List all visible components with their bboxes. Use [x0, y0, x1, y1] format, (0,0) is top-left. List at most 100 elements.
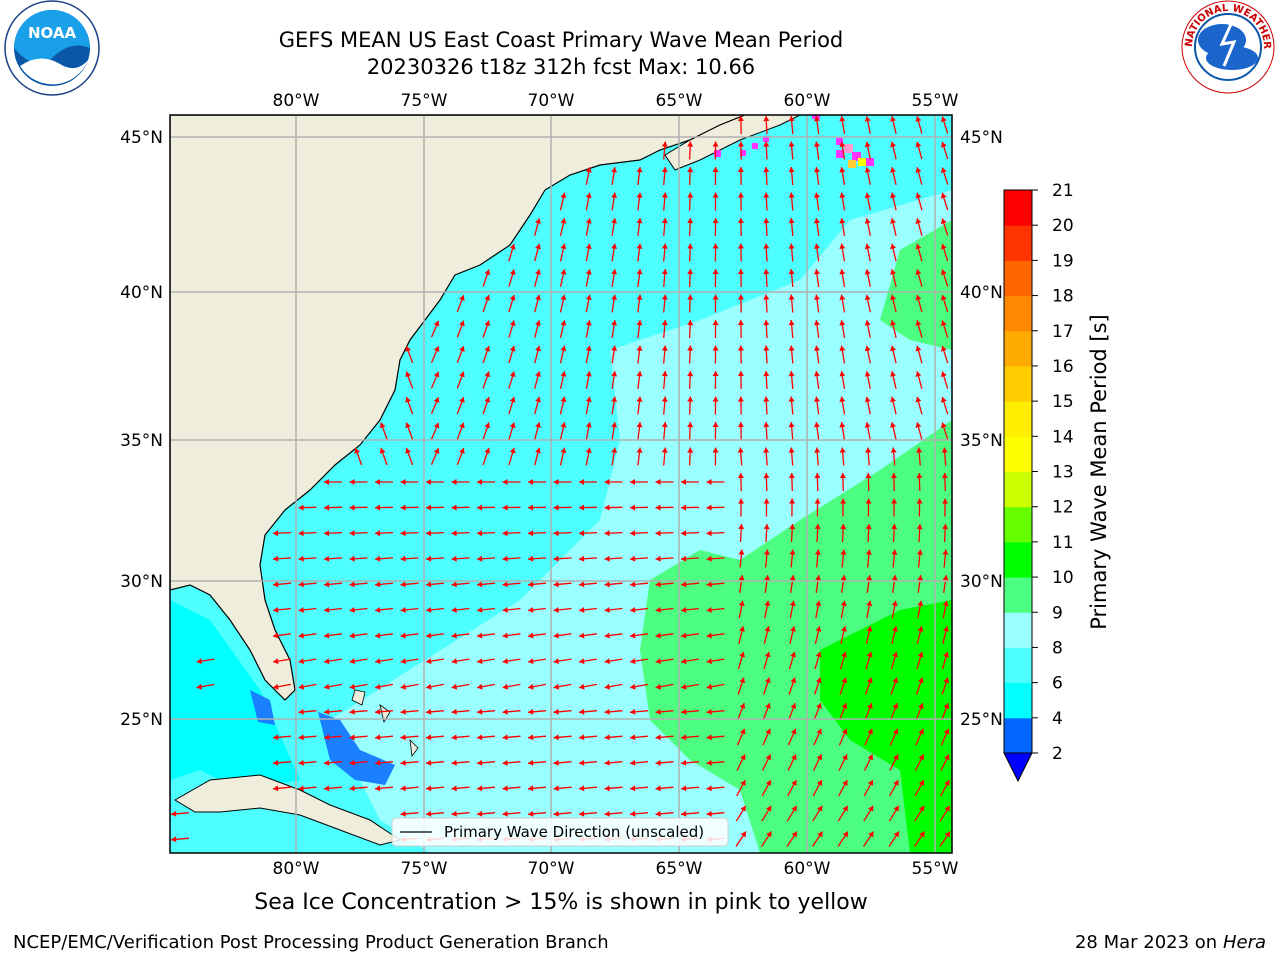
wave-arrow-head: [630, 581, 636, 588]
wave-arrow-head: [765, 728, 771, 735]
wave-arrow-head: [324, 479, 329, 485]
wave-arrow-head: [737, 473, 744, 479]
wave-arrow-head: [915, 345, 922, 352]
wave-arrow-head: [814, 345, 820, 351]
wave-arrow-head: [740, 831, 746, 838]
wave-arrow-head: [298, 734, 304, 741]
wave-arrow-head: [864, 269, 871, 275]
wave-arrow-head: [636, 422, 643, 428]
wave-arrow-head: [560, 447, 567, 454]
wave-arrow-head: [375, 479, 380, 485]
wave-arrow-head: [661, 447, 668, 453]
lon-labels-bottom: 80°W 75°W 70°W 65°W 60°W 55°W: [273, 859, 959, 879]
land-bahamas-3: [409, 738, 419, 758]
wave-arrow-head: [706, 555, 712, 562]
wave-arrow-head: [763, 498, 770, 504]
wave-arrow-head: [788, 116, 795, 122]
wave-arrow-head: [738, 524, 745, 530]
colorbar-segment: [1004, 471, 1032, 508]
wave-arrow-head: [426, 607, 432, 613]
wave-arrow-head: [681, 632, 687, 639]
wave-arrow-head: [839, 396, 846, 402]
wave-arrow-head: [553, 607, 559, 613]
wave-arrow-head: [375, 785, 381, 792]
wave-arrow-head: [459, 371, 465, 378]
lon-label: 75°W: [401, 859, 448, 879]
wave-arrow-head: [661, 269, 668, 275]
wave-arrow-head: [788, 269, 795, 275]
wave-arrow-head: [484, 269, 491, 276]
wave-arrow-head: [553, 658, 559, 665]
wave-arrow-head: [400, 734, 406, 741]
wave-arrow-head: [502, 708, 508, 715]
wave-arrow-head: [940, 243, 947, 250]
wave-arrow-head: [814, 320, 820, 326]
wave-arrow-head: [502, 581, 508, 588]
wave-arrow-head: [535, 371, 541, 377]
wave-arrow-head: [687, 218, 694, 224]
wave-arrow-head: [840, 524, 847, 530]
wave-arrow-head: [604, 734, 610, 741]
wave-arrow-head: [273, 658, 279, 665]
wave-arrow-head: [553, 683, 560, 690]
wave-arrow-head: [426, 708, 432, 715]
wave-arrow-head: [502, 734, 508, 741]
wave-arrow-head: [864, 141, 871, 148]
wave-arrow-head: [740, 805, 746, 812]
wave-arrow-head: [400, 632, 406, 639]
wave-arrow-head: [940, 294, 947, 301]
wave-arrow-head: [737, 116, 744, 122]
wave-arrow-head: [451, 759, 457, 766]
wave-arrow-head: [681, 810, 687, 817]
wave-arrow-head: [917, 626, 924, 632]
wave-arrow-head: [509, 371, 516, 378]
wave-arrow-head: [604, 555, 610, 562]
wave-arrow-head: [604, 759, 610, 766]
wave-arrow-head: [528, 530, 534, 537]
wave-arrow-head: [814, 141, 820, 147]
wave-arrow-head: [560, 294, 567, 301]
wave-arrow-head: [893, 831, 899, 838]
wave-arrow-head: [941, 473, 948, 479]
wave-arrow-head: [840, 600, 847, 607]
wave-arrow-head: [477, 658, 483, 665]
wave-arrow-head: [298, 632, 304, 639]
wave-arrow-head: [655, 785, 661, 792]
wave-arrow-head: [604, 530, 610, 537]
wave-arrow-head: [477, 530, 483, 537]
wave-arrow-head: [349, 708, 355, 715]
wave-arrow-head: [585, 243, 592, 250]
wave-arrow-head: [864, 320, 871, 326]
wave-arrow-head: [891, 600, 898, 607]
wave-arrow-head: [298, 708, 304, 715]
wave-arrow-head: [535, 422, 541, 428]
wave-arrow-head: [739, 703, 746, 709]
wave-arrow-head: [477, 734, 483, 741]
wave-arrow-head: [459, 320, 465, 327]
wave-arrow-head: [706, 658, 712, 665]
colorbar-tick-label: 13: [1052, 463, 1074, 483]
wave-arrow-head: [764, 626, 771, 632]
wave-arrow-head: [630, 734, 636, 741]
wave-arrow-head: [917, 677, 924, 684]
wave-arrow-head: [681, 683, 687, 690]
wave-arrow-head: [706, 479, 712, 485]
colorbar-segment: [1004, 365, 1032, 402]
wave-arrow-head: [636, 447, 643, 453]
wave-arrow-head: [375, 759, 381, 766]
wave-arrow-head: [919, 831, 925, 838]
wave-arrow-head: [915, 116, 922, 122]
wave-arrow-head: [484, 422, 491, 429]
wave-arrow-head: [451, 658, 457, 665]
sea-ice-note: Sea Ice Concentration > 15% is shown in …: [254, 890, 868, 915]
wave-arrow-head: [655, 759, 661, 766]
wave-arrow-head: [737, 192, 744, 198]
wave-arrow-head: [789, 549, 796, 555]
wave-arrow-head: [815, 626, 822, 632]
wave-arrow-head: [535, 320, 541, 326]
wave-arrow-head: [940, 269, 947, 276]
wave-arrow-head: [451, 479, 457, 485]
wave-arrow-head: [502, 759, 508, 766]
wave-arrow-head: [655, 810, 661, 817]
wave-arrow-head: [636, 371, 643, 377]
